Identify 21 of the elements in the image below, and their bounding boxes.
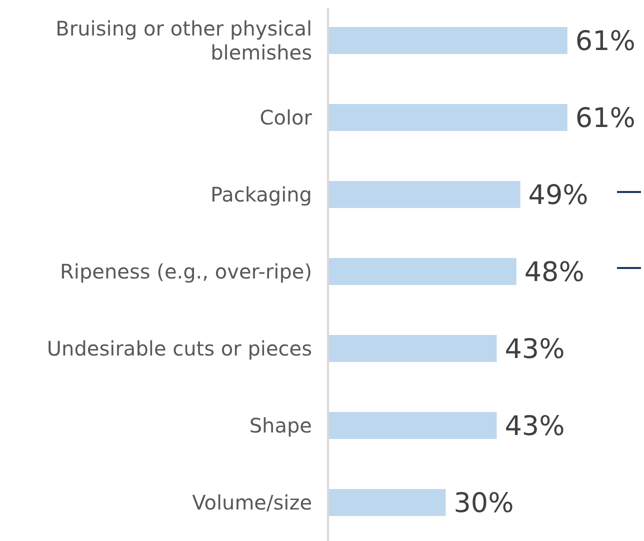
bar <box>328 412 497 439</box>
data-label: 43% <box>504 411 565 442</box>
bar <box>328 181 520 208</box>
bar <box>328 258 516 285</box>
data-label: 49% <box>528 180 588 212</box>
data-label: 30% <box>454 488 514 520</box>
data-label: 48% <box>524 257 584 288</box>
y-tick-label: Color <box>260 106 313 130</box>
data-label: 61% <box>575 26 636 58</box>
y-tick-label: Bruising or other physical blemishes <box>56 16 312 64</box>
bar <box>328 335 497 362</box>
y-tick-label: Ripeness (e.g., over-ripe) <box>60 260 312 284</box>
data-label: 43% <box>504 334 565 366</box>
data-label: 61% <box>575 103 636 134</box>
y-tick-label: Shape <box>249 414 312 438</box>
y-tick-label: Packaging <box>210 182 312 206</box>
y-tick-label: Volume/size <box>192 490 312 514</box>
y-tick-label: Undesirable cuts or pieces <box>46 336 312 360</box>
bar <box>328 104 568 131</box>
bar <box>328 27 568 54</box>
bar <box>328 489 446 516</box>
